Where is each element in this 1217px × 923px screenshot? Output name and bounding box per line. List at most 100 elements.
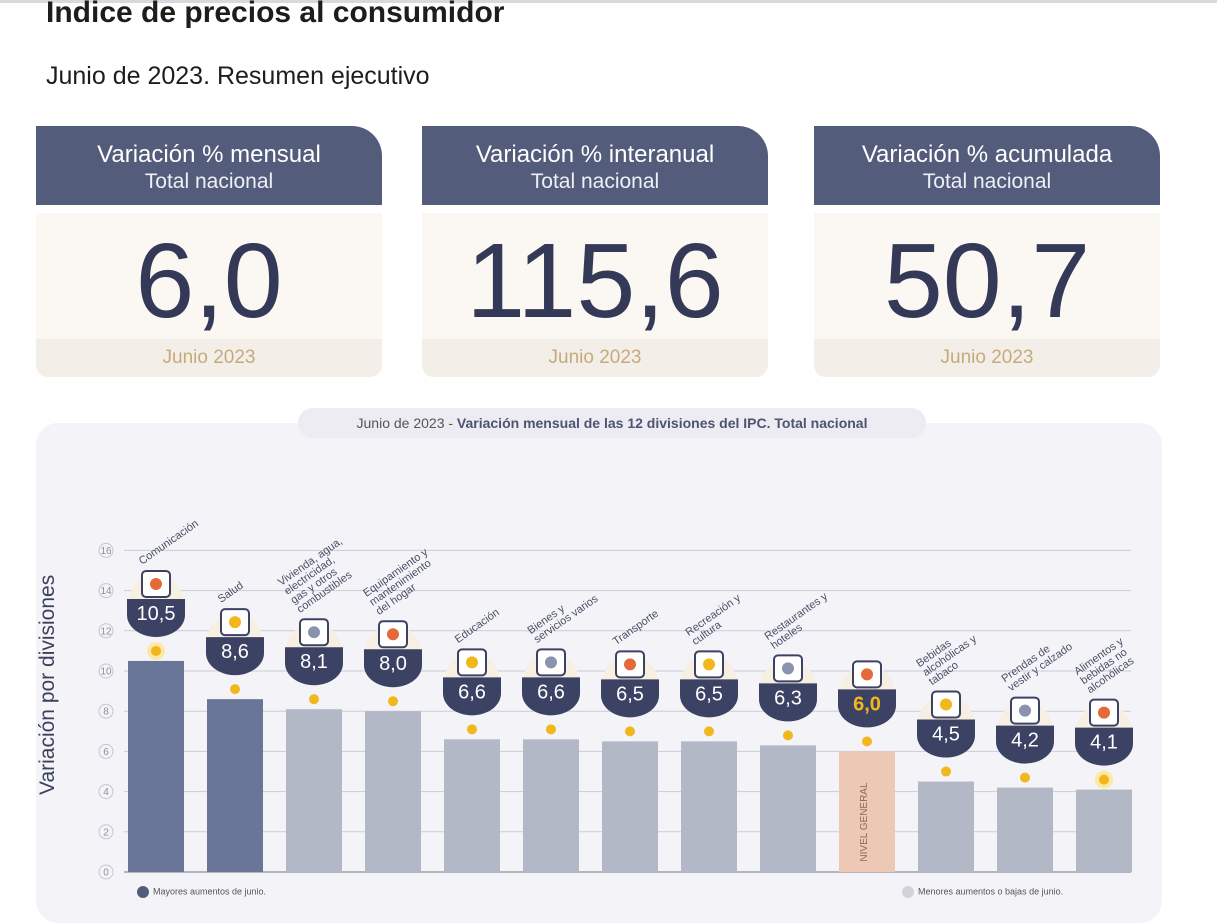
value-label: 6,5 [695,683,723,705]
y-tick-label: 2 [103,827,109,838]
icon-accent [940,698,952,711]
page-title: Indice de precios al consumidor [46,0,505,29]
value-badge [917,719,975,758]
card-header: Variación % acumulada Total nacional [814,126,1160,205]
card-subtitle: Total nacional [922,170,1052,193]
value-label: 4,2 [1011,730,1039,752]
marker-dot [388,696,398,707]
marker-dot [309,694,319,705]
category-label: Prendas devestir y calzado [1000,632,1075,694]
legend-top-label: Mayores aumentos de junio. [153,886,267,897]
category-label: Bebidasalcohólicas ytabaco [914,624,985,688]
bar [918,781,974,872]
icon-accent [861,668,873,681]
y-tick-label: 12 [100,626,112,637]
icon-accent [782,662,794,675]
y-tick-label: 16 [100,546,112,557]
value-label: 6,6 [537,681,565,703]
category-label: Educación [453,607,502,646]
category-label-line: Comunicación [137,518,201,568]
y-tick-label: 10 [100,667,112,678]
bar [602,741,658,872]
tick-circle [98,542,114,558]
y-tick-label: 0 [103,868,109,879]
bar [760,745,816,872]
marker-dot [783,730,793,741]
marker-dot [230,684,240,695]
tick-circle [98,743,114,759]
bar-category-label: NIVEL GENERAL [859,782,870,862]
value-label: 8,6 [221,641,249,663]
card-body: 50,7 Junio 2023 [814,213,1160,377]
category-label: Restaurantes yhoteles [763,590,837,652]
bar [681,741,737,872]
tick-circle [98,824,114,840]
marker-dot [151,645,161,656]
category-label-line: Transporte [611,608,661,648]
category-label: Equipamiento ymantenimientodel hogar [361,546,443,618]
value-label: 8,0 [379,653,407,675]
icon-accent [703,658,715,671]
category-label: Vivienda, agua,electricidad,gas y otrosc… [276,535,364,615]
bar [128,660,184,872]
value-badge [443,677,501,716]
value-label: 6,0 [853,693,881,715]
bar [286,709,342,872]
category-label-line: Educación [453,607,502,646]
bar-chart: 0 2 4 6 8 10 12 14 16 10,5 Comunicación 8,6 Salud 8,1… [98,518,1137,880]
legend-swatch-bottom [902,886,914,898]
card-title: Variación % mensual [97,141,321,168]
card-period: Junio 2023 [814,339,1160,377]
value-label: 6,3 [774,687,802,709]
first-aid-icon [220,608,250,637]
marker-dot [862,736,872,747]
value-badge [680,679,738,718]
value-badge [206,637,264,676]
value-badge [522,677,580,716]
chart-caption: Junio de 2023 - Variación mensual de las… [298,408,926,438]
y-tick-label: 4 [103,787,109,798]
umbrella-icon [694,650,724,679]
phone-icon [141,569,171,598]
tick-circle [98,864,114,880]
value-label: 6,6 [458,681,486,703]
card-year-over-year: Variación % interanual Total nacional 11… [422,126,768,377]
category-label: Bienes yservicios varios [526,584,601,646]
card-period: Junio 2023 [422,339,768,377]
icon-accent [466,656,478,669]
icon-accent [545,656,557,669]
bar [997,787,1053,872]
icon-accent [1098,706,1110,719]
marker-dot [546,724,556,735]
icon-accent [150,577,162,590]
category-label: Comunicación [137,518,201,568]
value-badge [127,598,185,637]
washing-machine-icon [378,620,408,649]
page-subtitle: Junio de 2023. Resumen ejecutivo [46,62,430,90]
card-title: Variación % acumulada [861,141,1113,168]
value-label: 10,5 [137,603,176,625]
card-value: 50,7 [883,222,1091,340]
bar [365,711,421,872]
tick-circle [98,703,114,719]
legend-bottom-label: Menores aumentos o bajas de junio. [918,886,1064,897]
chart-caption-prefix: Junio de 2023 - [356,415,457,431]
shirt-icon [1010,696,1040,725]
y-axis-label: Variación por divisiones [36,574,59,795]
bar [207,699,263,872]
marker-dot [941,766,951,777]
icon-accent [387,628,399,641]
lightbulb-icon [299,618,329,647]
chart-caption-title: Variación mensual de las 12 divisiones d… [456,415,868,431]
card-body: 115,6 Junio 2023 [422,213,768,377]
card-title: Variación % interanual [475,141,715,168]
card-subtitle: Total nacional [530,170,660,193]
notebook-icon [457,648,487,677]
plate-icon [773,654,803,683]
card-period: Junio 2023 [36,339,382,377]
bar [523,739,579,872]
bottle-icon [931,690,961,719]
scissors-icon [536,648,566,677]
value-label: 6,5 [616,683,644,705]
icon-accent [1019,704,1031,717]
